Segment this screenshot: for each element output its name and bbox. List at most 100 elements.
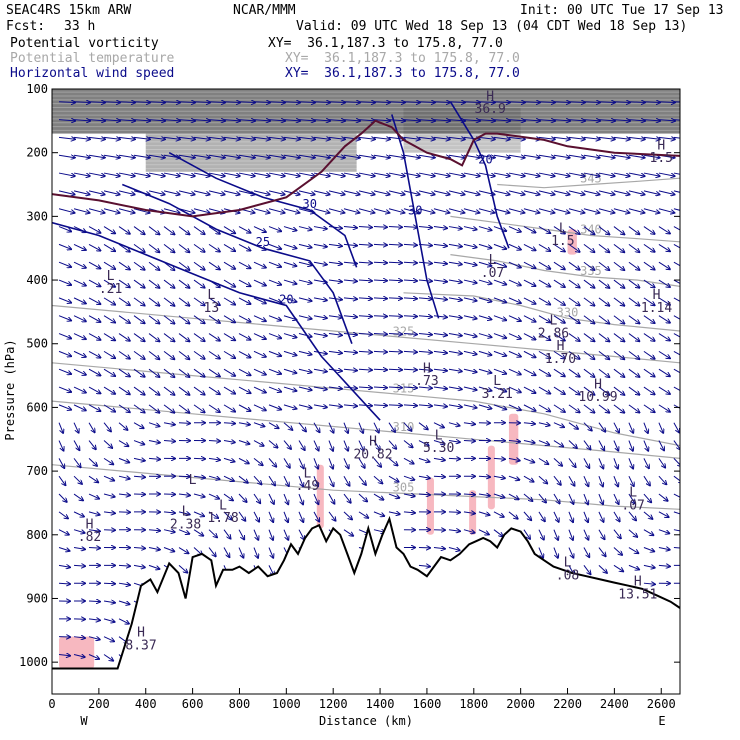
- wind-vector: [118, 494, 130, 495]
- wind-vector: [148, 530, 160, 531]
- wind-vector: [553, 440, 563, 447]
- wind-vector: [613, 172, 630, 176]
- wind-vector: [658, 226, 670, 234]
- field-wind-name: Horizontal wind speed: [10, 66, 175, 81]
- wind-vector: [373, 493, 383, 500]
- wind-vector: [433, 422, 444, 428]
- wind-vector: [523, 297, 536, 304]
- wind-vector: [508, 102, 525, 103]
- wind-vector: [253, 172, 270, 176]
- wind-vector: [598, 547, 606, 557]
- wind-vector: [343, 493, 351, 503]
- wind-vector: [253, 261, 266, 267]
- wind-vector: [673, 529, 680, 532]
- wind-vector: [178, 261, 189, 270]
- wind-vector: [673, 440, 680, 450]
- wind-vector: [568, 440, 577, 449]
- wind-vector: [463, 120, 480, 121]
- wind-vector: [538, 137, 555, 139]
- wind-vector: [403, 422, 411, 431]
- wind-vector: [133, 368, 145, 377]
- wind-vector: [313, 405, 327, 407]
- wind-vector: [418, 280, 432, 281]
- wind-vector: [388, 190, 405, 195]
- wind-vector: [73, 368, 86, 375]
- wind-vector: [493, 208, 509, 213]
- wind-vector: [148, 548, 160, 550]
- wind-vector: [208, 404, 220, 412]
- wind-vector: [613, 190, 630, 195]
- wind-vector: [208, 155, 225, 157]
- wind-vector: [523, 493, 532, 501]
- wind-vector: [553, 547, 558, 558]
- wind-vector: [193, 137, 210, 139]
- wind-vector: [538, 333, 550, 341]
- wind-vector: [73, 529, 85, 533]
- theta-line: [52, 362, 680, 447]
- wind-vector: [268, 208, 285, 213]
- wind-vector: [268, 102, 285, 103]
- wind-vector: [193, 190, 210, 195]
- wind-vector: [283, 368, 296, 373]
- wind-vector: [568, 279, 580, 287]
- wind-vector: [478, 333, 491, 338]
- wind-vector: [628, 102, 645, 103]
- wind-vector: [583, 350, 594, 359]
- wind-vector: [298, 137, 315, 139]
- isotach-label: 30: [408, 203, 422, 217]
- wind-vector: [313, 422, 320, 432]
- wind-vector: [88, 458, 97, 466]
- wind-vector: [403, 137, 420, 139]
- wind-vector: [508, 368, 521, 374]
- wind-vector: [523, 475, 534, 482]
- pv-shade-region: [52, 89, 680, 134]
- hl-annotation: 1.5: [551, 234, 574, 249]
- wind-vector: [133, 208, 149, 213]
- wind-vector: [238, 155, 255, 157]
- wind-vector: [523, 404, 536, 411]
- wind-vector: [238, 243, 251, 250]
- wind-vector: [178, 172, 195, 176]
- wind-vector: [328, 316, 342, 318]
- wind-vector: [553, 368, 565, 376]
- wind-vector: [583, 368, 594, 377]
- wind-vector: [493, 529, 503, 537]
- wind-vector: [358, 190, 375, 195]
- wind-vector: [628, 226, 639, 235]
- wind-vector: [118, 333, 130, 341]
- wind-vector: [328, 102, 345, 103]
- wind-vector: [298, 120, 315, 121]
- x-tick-label: 400: [135, 697, 157, 711]
- wind-vector: [298, 404, 312, 408]
- wind-vector: [643, 120, 660, 121]
- wind-vector: [598, 261, 609, 270]
- isotach-line: [449, 101, 510, 249]
- wind-vector: [388, 262, 402, 263]
- wind-vector: [493, 226, 506, 231]
- wind-vector: [163, 404, 174, 413]
- hl-annotation: .07: [481, 266, 504, 281]
- wind-vector: [148, 261, 159, 270]
- wind-vector: [298, 386, 312, 390]
- wind-vector: [373, 334, 387, 335]
- wind-vector: [568, 493, 574, 504]
- theta-label: 305: [393, 480, 415, 494]
- wind-vector: [88, 368, 100, 375]
- wind-vector: [448, 190, 465, 195]
- wind-vector: [493, 511, 504, 517]
- wind-vector: [508, 120, 525, 121]
- hl-annotation: L: [559, 221, 567, 236]
- wind-vector: [493, 172, 510, 176]
- wind-vector: [388, 369, 402, 370]
- wind-vector: [613, 529, 621, 539]
- wind-vector: [58, 226, 71, 232]
- wind-vector: [313, 298, 327, 300]
- wind-vector: [163, 190, 180, 195]
- wind-vector: [388, 422, 395, 432]
- wind-vector: [448, 172, 465, 176]
- wind-vector: [373, 405, 387, 406]
- wind-vector: [658, 475, 666, 484]
- wind-vector: [103, 368, 115, 376]
- wind-vector: [598, 333, 609, 342]
- wind-vector: [463, 350, 477, 354]
